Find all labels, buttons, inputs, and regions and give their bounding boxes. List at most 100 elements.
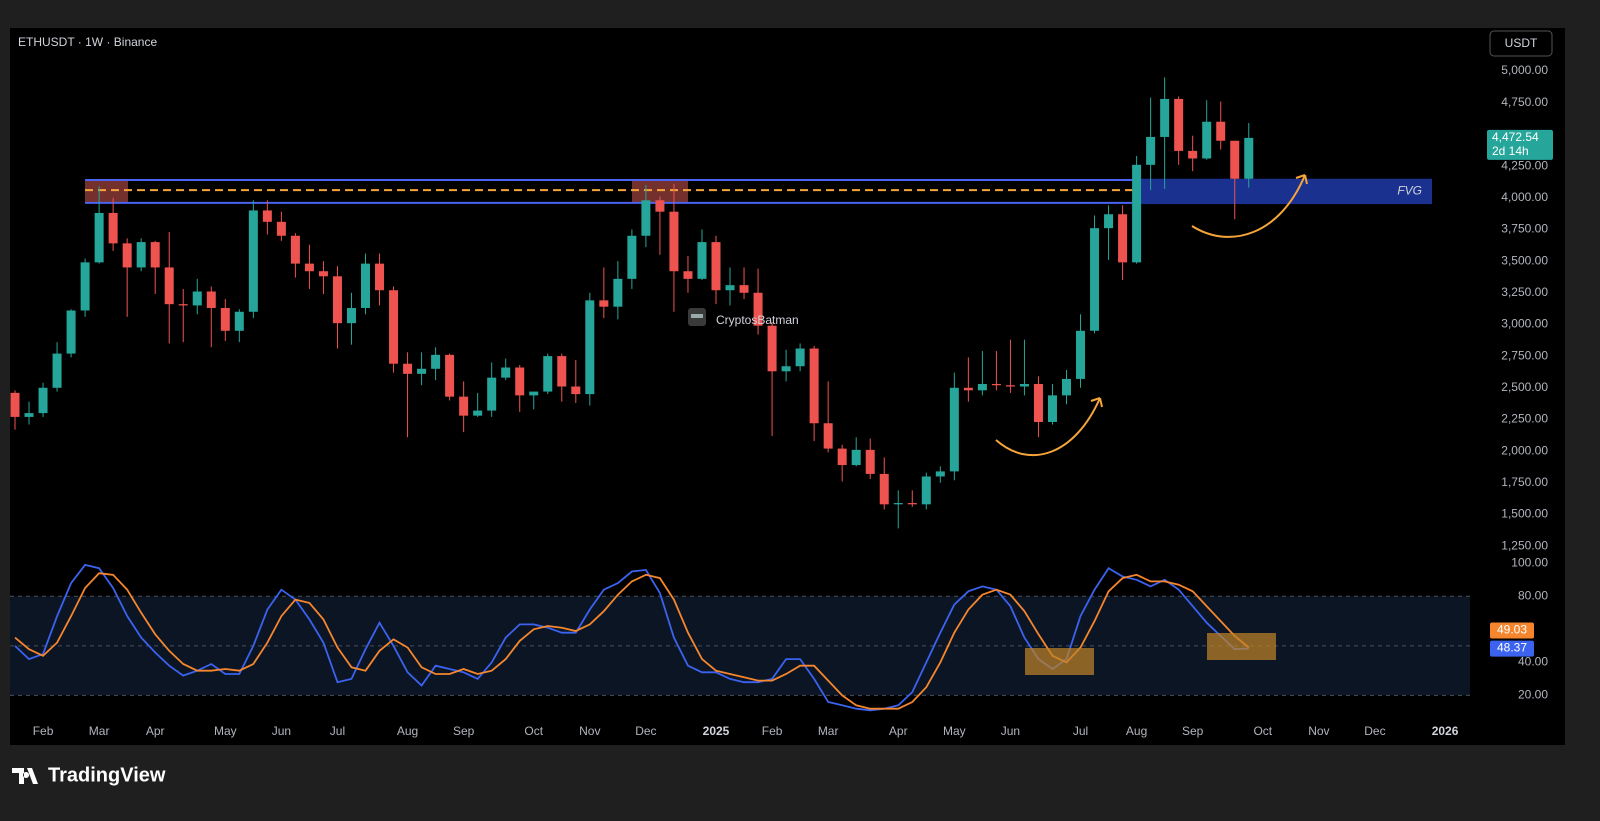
watermark: CryptosBatman — [716, 313, 799, 327]
candle-body — [262, 210, 272, 222]
candle-body — [220, 307, 230, 331]
candle-body — [529, 391, 539, 396]
candle-body — [1202, 121, 1212, 159]
candle-body — [1033, 383, 1043, 422]
x-tick-label: Jun — [272, 724, 291, 738]
candle-body — [1090, 228, 1100, 331]
candle-body — [1047, 395, 1057, 422]
candle-body — [10, 392, 20, 417]
x-tick-label: Jun — [1001, 724, 1020, 738]
candle-body — [767, 325, 777, 372]
y-tick-label: 1,500.00 — [1501, 507, 1548, 521]
y-tick-label: 2,500.00 — [1501, 380, 1548, 394]
candle-body — [178, 304, 188, 306]
candle-body — [809, 348, 819, 424]
y2-tick-label: 80.00 — [1518, 588, 1548, 602]
candle-body — [318, 271, 328, 277]
zones-layer: FVG — [85, 178, 1432, 205]
candle-body — [1104, 214, 1114, 229]
candle-body — [417, 368, 427, 374]
candle-body — [94, 212, 104, 263]
brand-name: TradingView — [48, 764, 166, 786]
arrow-head — [1090, 397, 1103, 408]
y-tick-label: 3,250.00 — [1501, 285, 1548, 299]
arrow-head — [1295, 174, 1308, 185]
highlight-box — [1025, 648, 1094, 675]
x-tick-label: Oct — [524, 724, 543, 738]
stoch-value-box — [1490, 622, 1534, 639]
candle-body — [921, 476, 931, 505]
candle-body — [1188, 150, 1198, 159]
candle-body — [1132, 164, 1142, 263]
x-tick-label: Feb — [33, 724, 54, 738]
candle-body — [991, 383, 1001, 386]
candle-body — [585, 300, 595, 395]
candle-body — [515, 367, 525, 396]
zone — [85, 180, 128, 203]
x-tick-label: Apr — [146, 724, 165, 738]
y-tick-label: 2,250.00 — [1501, 412, 1548, 426]
candle-body — [963, 387, 973, 391]
stoch-value-box — [1490, 640, 1534, 657]
candle-body — [907, 503, 917, 505]
candle-body — [543, 356, 553, 392]
candle-body — [655, 200, 665, 212]
y-tick-label: 4,750.00 — [1501, 95, 1548, 109]
y-tick-label: 3,000.00 — [1501, 317, 1548, 331]
y-tick-label: 1,750.00 — [1501, 475, 1548, 489]
candle-body — [164, 267, 174, 305]
stoch-line — [14, 572, 1250, 710]
arrow-curve — [995, 397, 1101, 456]
x-tick-label: Nov — [579, 724, 600, 738]
candle-body — [1174, 98, 1184, 151]
x-tick-label: 2025 — [703, 724, 730, 738]
candle-body — [879, 473, 889, 505]
candle-body — [361, 263, 370, 308]
candle-body — [276, 221, 286, 236]
candle-body — [1146, 136, 1156, 165]
candle-body — [851, 449, 861, 466]
candle-body — [669, 211, 679, 272]
candle-body — [753, 292, 763, 326]
x-tick-label: Aug — [1126, 724, 1147, 738]
candle-body — [304, 263, 314, 272]
x-tick-label: Nov — [1308, 724, 1329, 738]
symbol-title: ETHUSDT · 1W · Binance — [18, 35, 157, 49]
candle-body — [641, 200, 651, 236]
last-price-box — [1487, 129, 1553, 160]
x-tick-label: Aug — [397, 724, 418, 738]
y-tick-label: 4,000.00 — [1501, 190, 1548, 204]
currency-label[interactable]: USDT — [1505, 36, 1538, 50]
currency-button[interactable] — [1489, 30, 1553, 57]
candle-body — [346, 307, 356, 324]
candle-body — [487, 377, 497, 411]
x-tick-label: May — [943, 724, 966, 738]
candle-body — [571, 386, 581, 395]
candle-body — [1118, 214, 1128, 263]
highlight-box — [1207, 633, 1276, 660]
y-tick-label: 3,750.00 — [1501, 222, 1548, 236]
zone — [1137, 178, 1432, 205]
candle-body — [1062, 378, 1071, 396]
candle-body — [122, 243, 132, 268]
candle-body — [290, 235, 300, 264]
x-tick-label: Dec — [1364, 724, 1385, 738]
candle-body — [1076, 330, 1086, 379]
y2-tick-label: 40.00 — [1518, 655, 1548, 669]
watermark-icon — [691, 314, 703, 318]
candle-body — [1230, 140, 1240, 179]
candle-body — [1019, 383, 1029, 387]
candle-body — [108, 212, 118, 244]
candle-body — [739, 285, 749, 293]
stoch-value-label: 49.03 — [1497, 623, 1527, 637]
candle-body — [38, 387, 48, 414]
x-tick-label: Feb — [762, 724, 783, 738]
x-tick-label: Apr — [889, 724, 908, 738]
y-tick-label: 2,000.00 — [1501, 443, 1548, 457]
candle-body — [192, 291, 202, 306]
candles-layer — [10, 77, 1254, 529]
y2-tick-label: 20.00 — [1518, 688, 1548, 702]
candle-body — [80, 262, 90, 311]
candle-body — [136, 242, 146, 268]
